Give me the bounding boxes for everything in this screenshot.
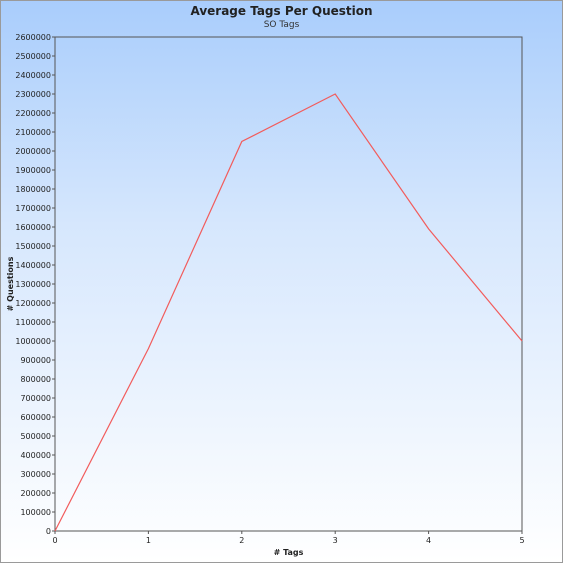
y-tick-label: 900000	[20, 356, 51, 365]
y-tick-label: 500000	[20, 432, 51, 441]
y-tick-label: 2200000	[15, 109, 51, 118]
x-tick-label: 0	[52, 536, 57, 545]
x-tick-label: 1	[146, 536, 151, 545]
y-tick-label: 1800000	[15, 185, 51, 194]
y-tick-label: 600000	[20, 413, 51, 422]
y-tick-label: 1500000	[15, 242, 51, 251]
y-tick-label: 1600000	[15, 223, 51, 232]
chart-title: Average Tags Per Question	[190, 4, 373, 18]
y-tick-label: 1200000	[15, 299, 51, 308]
x-tick-label: 3	[333, 536, 338, 545]
y-tick-label: 1100000	[15, 318, 51, 327]
y-tick-label: 2000000	[15, 147, 51, 156]
x-tick-label: 4	[426, 536, 431, 545]
plot-border	[54, 36, 523, 532]
x-tick-label: 5	[519, 536, 524, 545]
y-tick-label: 700000	[20, 394, 51, 403]
y-tick-label: 1400000	[15, 261, 51, 270]
y-axis-label: # Questions	[6, 256, 15, 311]
series-line	[54, 93, 523, 532]
y-tick-label: 300000	[20, 470, 51, 479]
chart-subtitle: SO Tags	[263, 20, 300, 30]
y-tick-label: 1900000	[15, 166, 51, 175]
y-tick-label: 1700000	[15, 204, 51, 213]
y-tick-label: 2400000	[15, 71, 51, 80]
y-tick-label: 100000	[20, 508, 51, 517]
x-axis-label: # Tags	[274, 548, 304, 557]
y-tick-label: 2300000	[15, 90, 51, 99]
y-tick-label: 200000	[20, 489, 51, 498]
y-tick-label: 0	[46, 527, 51, 536]
x-tick-label: 2	[239, 536, 244, 545]
y-tick-label: 1000000	[15, 337, 51, 346]
y-tick-label: 2500000	[15, 52, 51, 61]
y-tick-label: 800000	[20, 375, 51, 384]
y-tick-label: 2100000	[15, 128, 51, 137]
y-tick-label: 400000	[20, 451, 51, 460]
y-tick-label: 2600000	[15, 33, 51, 42]
y-tick-label: 1300000	[15, 280, 51, 289]
